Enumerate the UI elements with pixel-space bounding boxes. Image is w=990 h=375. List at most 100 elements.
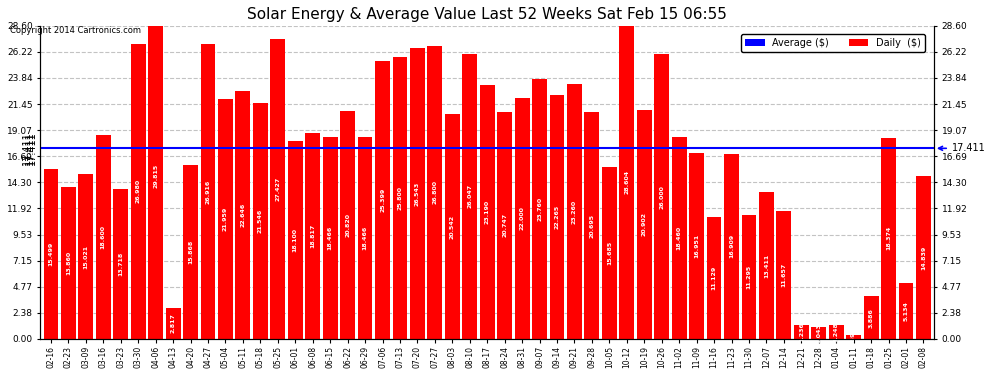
Bar bbox=[863, 296, 878, 339]
Bar bbox=[549, 95, 564, 339]
Bar bbox=[515, 98, 530, 339]
Text: 21.546: 21.546 bbox=[257, 209, 262, 233]
Bar bbox=[776, 211, 791, 339]
Bar bbox=[846, 334, 861, 339]
Text: 18.374: 18.374 bbox=[886, 226, 891, 251]
Bar bbox=[78, 174, 93, 339]
Bar bbox=[899, 283, 914, 339]
Bar bbox=[410, 48, 425, 339]
Text: 28.604: 28.604 bbox=[625, 170, 630, 194]
Bar bbox=[654, 54, 669, 339]
Bar bbox=[375, 61, 390, 339]
Text: 18.466: 18.466 bbox=[362, 226, 367, 250]
Bar bbox=[742, 215, 756, 339]
Bar bbox=[341, 111, 355, 339]
Bar bbox=[759, 192, 774, 339]
Text: 22.000: 22.000 bbox=[520, 207, 525, 230]
Text: 18.100: 18.100 bbox=[293, 228, 298, 252]
Bar bbox=[428, 46, 443, 339]
Bar bbox=[462, 54, 477, 339]
Text: 23.760: 23.760 bbox=[537, 197, 543, 221]
Bar bbox=[96, 135, 111, 339]
Text: 3.886: 3.886 bbox=[868, 308, 873, 327]
Text: 11.129: 11.129 bbox=[712, 266, 717, 290]
Bar bbox=[445, 114, 459, 339]
Text: 20.747: 20.747 bbox=[502, 213, 507, 237]
Text: 22.646: 22.646 bbox=[241, 203, 246, 227]
Bar bbox=[602, 167, 617, 339]
Bar bbox=[533, 79, 547, 339]
Text: 15.021: 15.021 bbox=[83, 244, 88, 269]
Bar bbox=[393, 57, 407, 339]
Text: 21.959: 21.959 bbox=[223, 207, 228, 231]
Text: 17.411: 17.411 bbox=[25, 132, 35, 165]
Text: 26.916: 26.916 bbox=[206, 180, 211, 204]
Bar bbox=[201, 44, 216, 339]
Bar bbox=[829, 325, 843, 339]
Text: 18.600: 18.600 bbox=[101, 225, 106, 249]
Text: 14.839: 14.839 bbox=[921, 246, 926, 270]
Text: 1.248: 1.248 bbox=[834, 322, 839, 342]
Text: 22.265: 22.265 bbox=[554, 205, 559, 229]
Text: 25.399: 25.399 bbox=[380, 188, 385, 212]
Text: 13.411: 13.411 bbox=[764, 254, 769, 278]
Legend: Average ($), Daily  ($): Average ($), Daily ($) bbox=[742, 34, 925, 52]
Bar bbox=[113, 189, 128, 339]
Bar bbox=[305, 133, 320, 339]
Bar bbox=[218, 99, 233, 339]
Text: 15.685: 15.685 bbox=[607, 241, 612, 265]
Bar bbox=[881, 138, 896, 339]
Bar bbox=[323, 137, 338, 339]
Text: 13.860: 13.860 bbox=[66, 251, 71, 275]
Text: 29.815: 29.815 bbox=[153, 164, 158, 188]
Text: 18.460: 18.460 bbox=[677, 226, 682, 250]
Text: 23.260: 23.260 bbox=[572, 200, 577, 223]
Text: 26.047: 26.047 bbox=[467, 184, 472, 209]
Text: 23.190: 23.190 bbox=[485, 200, 490, 224]
Bar bbox=[131, 44, 146, 339]
Bar bbox=[148, 13, 163, 339]
Text: 16.951: 16.951 bbox=[694, 234, 699, 258]
Bar bbox=[497, 112, 512, 339]
Bar bbox=[707, 217, 722, 339]
Bar bbox=[672, 137, 687, 339]
Text: 20.820: 20.820 bbox=[346, 213, 350, 237]
Bar bbox=[357, 137, 372, 339]
Text: 17.411: 17.411 bbox=[939, 143, 986, 153]
Text: 27.427: 27.427 bbox=[275, 177, 280, 201]
Text: 18.466: 18.466 bbox=[328, 226, 333, 250]
Bar bbox=[620, 26, 635, 339]
Text: 20.695: 20.695 bbox=[589, 214, 594, 238]
Text: 15.499: 15.499 bbox=[49, 242, 53, 266]
Text: 16.909: 16.909 bbox=[729, 234, 734, 258]
Text: 11.295: 11.295 bbox=[746, 265, 751, 289]
Bar bbox=[794, 326, 809, 339]
Text: 13.718: 13.718 bbox=[118, 252, 123, 276]
Text: 1.236: 1.236 bbox=[799, 322, 804, 342]
Bar bbox=[916, 177, 931, 339]
Bar bbox=[252, 103, 267, 339]
Text: Copyright 2014 Cartronics.com: Copyright 2014 Cartronics.com bbox=[10, 26, 141, 35]
Text: 20.542: 20.542 bbox=[449, 214, 454, 238]
Text: 5.134: 5.134 bbox=[904, 301, 909, 321]
Text: 26.000: 26.000 bbox=[659, 184, 664, 209]
Bar bbox=[61, 187, 76, 339]
Text: 1.043: 1.043 bbox=[817, 323, 822, 343]
Title: Solar Energy & Average Value Last 52 Weeks Sat Feb 15 06:55: Solar Energy & Average Value Last 52 Wee… bbox=[248, 7, 727, 22]
Text: 15.868: 15.868 bbox=[188, 240, 193, 264]
Bar bbox=[724, 154, 739, 339]
Bar bbox=[480, 85, 495, 339]
Bar bbox=[44, 169, 58, 339]
Text: 17.411: 17.411 bbox=[27, 132, 37, 165]
Bar bbox=[584, 112, 599, 339]
Text: 26.800: 26.800 bbox=[433, 180, 438, 204]
Bar bbox=[812, 327, 827, 339]
Text: 2.817: 2.817 bbox=[170, 314, 175, 333]
Text: 0.392: 0.392 bbox=[851, 327, 856, 346]
Text: 11.657: 11.657 bbox=[781, 263, 786, 287]
Text: 26.980: 26.980 bbox=[136, 179, 141, 203]
Text: 18.817: 18.817 bbox=[310, 224, 315, 248]
Bar bbox=[165, 308, 180, 339]
Text: 17.411: 17.411 bbox=[22, 132, 32, 165]
Bar bbox=[270, 39, 285, 339]
